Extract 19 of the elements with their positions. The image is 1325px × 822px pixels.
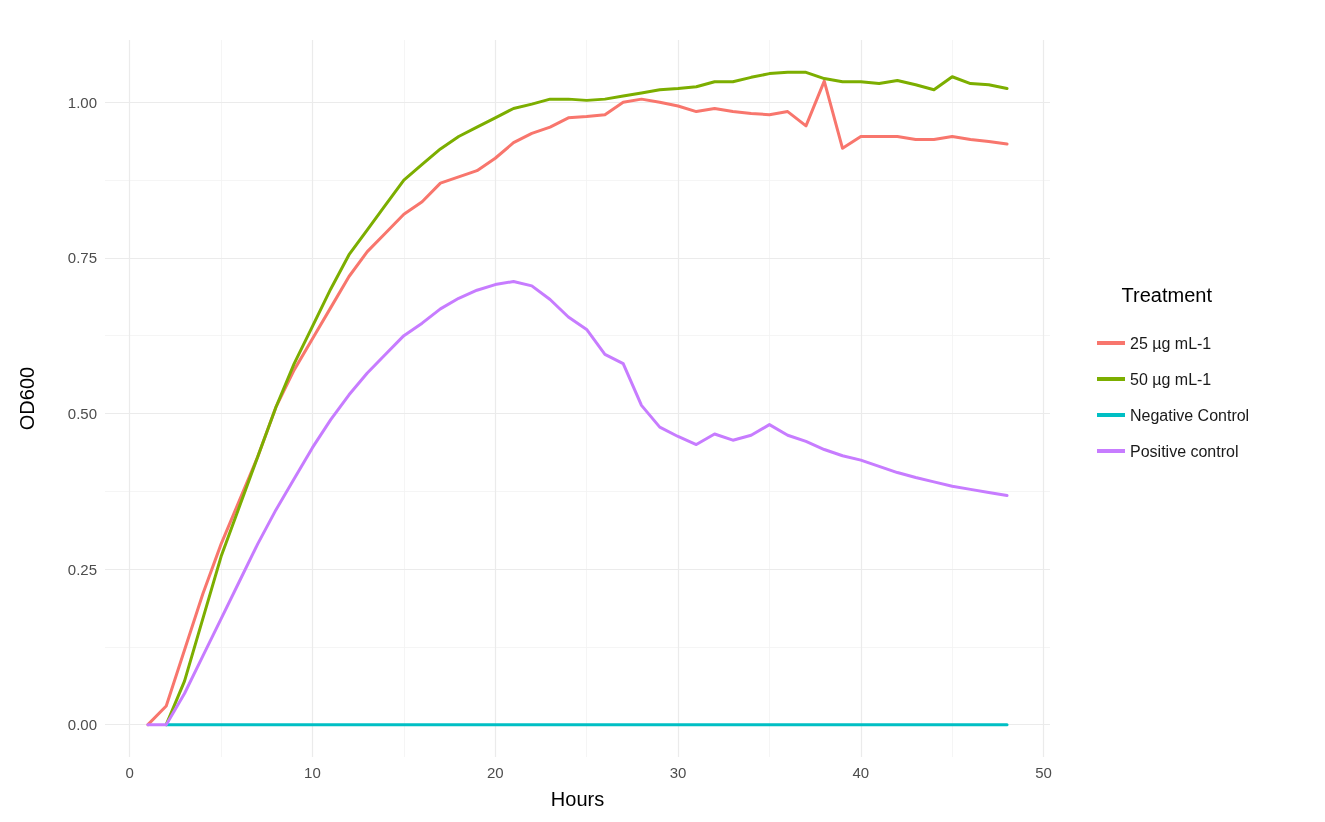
x-axis-title: Hours (550, 788, 605, 810)
x-tick-label: 50 (1035, 764, 1052, 781)
y-tick-label: 1.00 (67, 93, 97, 111)
legend-label: Negative Control (1130, 406, 1250, 424)
legend-label: 25 µg mL-1 (1130, 334, 1212, 352)
y-tick-label: 0.25 (67, 560, 97, 578)
legend-label: Positive control (1130, 442, 1239, 460)
legend-label: 50 µg mL-1 (1130, 370, 1212, 388)
x-tick-label: 10 (304, 764, 321, 781)
y-axis-title: OD600 (16, 366, 38, 431)
x-tick-label: 20 (486, 764, 504, 781)
x-tick-label: 0 (125, 764, 134, 781)
legend-title: Treatment (1121, 284, 1213, 306)
y-tick-label: 0.00 (67, 716, 97, 734)
x-tick-label: 40 (852, 764, 870, 781)
x-tick-label: 30 (669, 764, 687, 781)
y-tick-label: 0.50 (67, 404, 97, 422)
y-tick-label: 0.75 (67, 249, 97, 267)
line-series (146, 279, 1009, 727)
